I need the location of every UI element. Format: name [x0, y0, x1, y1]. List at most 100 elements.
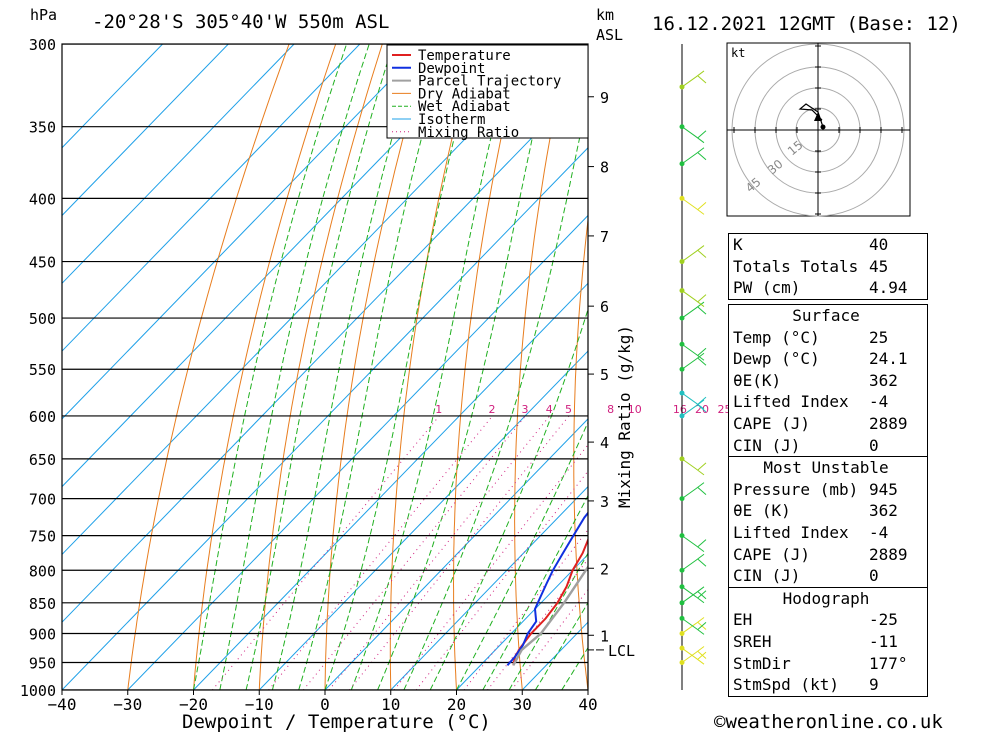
mu-row: CAPE (J) 2889 — [733, 544, 908, 564]
isotherm-line — [62, 79, 588, 623]
hpa-unit: hPa — [30, 6, 57, 24]
series-parcel-trajectory-line — [512, 564, 588, 666]
datetime-title: 16.12.2021 12GMT (Base: 12) — [652, 13, 961, 35]
x-tick-label: 20 — [447, 695, 466, 714]
km-tick-label: 5 — [600, 366, 609, 384]
wind-barb — [681, 586, 705, 604]
pressure-tick-label: 700 — [29, 491, 56, 509]
dry-adiabat-line — [631, 44, 662, 690]
wind-barb — [681, 617, 705, 634]
mixing-ratio-line — [328, 415, 551, 690]
wet-adiabat-line — [245, 44, 394, 690]
mixing-ratio-label: 8 — [607, 403, 614, 416]
km-tick-label: 2 — [600, 560, 609, 578]
wind-barb — [681, 352, 705, 370]
mixing-ratio-line — [268, 415, 493, 690]
copyright: ©weatheronline.co.uk — [714, 711, 943, 733]
km-tick-label: 6 — [600, 298, 609, 316]
surface-row: Dewp (°C) 24.1 — [733, 349, 908, 369]
mixing-ratio-label: 5 — [565, 403, 572, 416]
km-tick-label: 1 — [600, 627, 609, 645]
mixing-ratio-label: 20 — [695, 403, 709, 416]
dry-adiabat-line — [127, 44, 290, 690]
mu-row: Lifted Index -4 — [733, 522, 889, 542]
km-tick-label: 8 — [600, 159, 609, 177]
pressure-tick-label: 1000 — [20, 682, 56, 700]
wind-barb — [681, 290, 705, 307]
surface-table: Surface Temp (°C) 25 Dewp (°C) 24.1 θE(K) 3… — [728, 304, 928, 697]
wind-barb-flag — [697, 130, 707, 139]
wind-barb — [681, 392, 705, 410]
pressure-tick-label: 450 — [29, 254, 56, 272]
mixing-ratio-label: 16 — [673, 403, 687, 416]
wet-adiabat-line — [482, 494, 588, 690]
isotherm-line — [62, 44, 295, 285]
wind-barb — [681, 126, 705, 144]
surface-row: Lifted Index -4 — [733, 392, 889, 412]
km-unit: km — [596, 6, 614, 24]
x-tick-label: 40 — [578, 695, 597, 714]
pressure-tick-label: 400 — [29, 190, 56, 208]
wind-barb-flag — [697, 250, 707, 258]
mixing-ratio-label: 2 — [489, 403, 496, 416]
legend-label: Isotherm — [418, 112, 485, 128]
pressure-tick-label: 650 — [29, 451, 56, 469]
legend-label: Temperature — [418, 48, 511, 64]
mixing-ratio-label: 1 — [435, 403, 442, 416]
wind-barb — [681, 647, 705, 665]
mu-row: θE (K) 362 — [733, 501, 898, 521]
hodo-row: StmSpd (kt) 9 — [733, 675, 879, 695]
wind-barb — [681, 617, 705, 635]
wet-adiabat-line — [219, 44, 370, 690]
km-tick-label: 7 — [600, 228, 609, 246]
index-row-k: K 40 — [733, 235, 889, 254]
pressure-tick-label: 750 — [29, 528, 56, 546]
wind-barb — [681, 197, 705, 215]
wind-barb-flag — [697, 306, 707, 315]
isotherm-line — [62, 44, 229, 217]
legend-label: Mixing Ratio — [418, 125, 519, 141]
wind-barb — [681, 458, 705, 476]
wind-barb-flag — [697, 621, 707, 630]
x-tick-label: −20 — [179, 695, 208, 714]
wind-barb — [681, 343, 705, 361]
dry-adiabat-line — [573, 215, 588, 690]
axes: 3003504004505005506006507007508008509009… — [20, 36, 635, 714]
mixing-ratio-axis-label: Mixing Ratio (g/kg) — [615, 325, 634, 508]
km-tick-label: 4 — [600, 434, 609, 452]
wet-adiabat-line — [534, 601, 588, 690]
wind-barb — [681, 586, 705, 604]
hodo-row: EH -25 — [733, 610, 898, 630]
dry-adiabat-line — [941, 44, 1000, 690]
hodograph-unit: kt — [731, 46, 745, 60]
dry-adiabat-line — [324, 44, 430, 690]
pressure-tick-label: 550 — [29, 361, 56, 379]
km-tick-label: 3 — [600, 493, 609, 511]
wind-barb — [681, 553, 705, 571]
pressure-tick-label: 800 — [29, 562, 56, 580]
surface-row: θE(K) 362 — [733, 370, 898, 390]
wind-barb — [681, 70, 705, 88]
mixing-ratio-label: 4 — [546, 403, 553, 416]
isotherm-line — [62, 44, 492, 488]
x-tick-label: −40 — [48, 695, 77, 714]
km-tick-label: 9 — [600, 89, 609, 107]
wind-barb — [681, 646, 705, 663]
wind-barb-flag — [697, 347, 707, 356]
surface-row: CAPE (J) 2889 — [733, 413, 908, 433]
mixing-ratio-label: 10 — [628, 403, 642, 416]
location-title: -20°28'S 305°40'W 550m ASL — [92, 11, 389, 33]
wind-barb-flag — [697, 591, 707, 600]
isotherm-line — [62, 44, 558, 556]
most-unstable-title: Most Unstable — [763, 458, 889, 478]
wind-barb-flag — [697, 558, 707, 567]
wet-adiabat-line — [403, 95, 588, 690]
storm-motion-marker — [814, 112, 822, 121]
wind-barb-flag — [697, 294, 707, 302]
x-axis-label: Dewpoint / Temperature (°C) — [182, 711, 491, 733]
isotherm-line — [324, 418, 588, 690]
wind-barb-flag — [697, 651, 707, 660]
pressure-tick-label: 350 — [29, 119, 56, 137]
pressure-tick-label: 500 — [29, 310, 56, 328]
